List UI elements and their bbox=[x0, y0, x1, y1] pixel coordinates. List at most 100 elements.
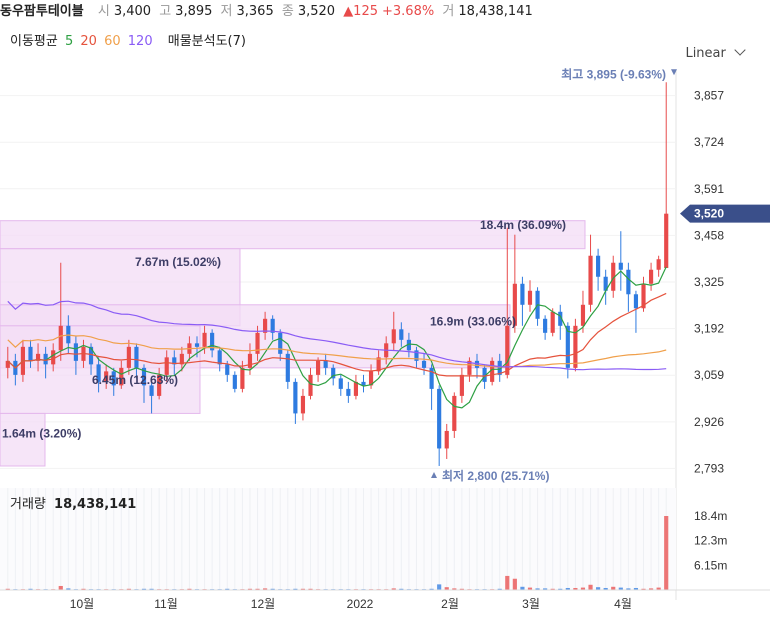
candle-body bbox=[580, 304, 586, 326]
volume-bar bbox=[580, 587, 586, 590]
candle-body bbox=[240, 367, 245, 389]
candle-body bbox=[96, 364, 101, 382]
volume-profile-label: 7.67m (15.02%) bbox=[135, 255, 221, 269]
up-triangle-icon bbox=[431, 471, 437, 478]
volume-bar bbox=[596, 587, 601, 590]
volume-tick-label: 12.3m bbox=[694, 534, 727, 548]
candle-body bbox=[565, 325, 570, 368]
candle-body bbox=[111, 371, 116, 386]
open-label: 시 bbox=[97, 4, 110, 19]
candle-body bbox=[573, 325, 578, 368]
candle-body bbox=[512, 283, 517, 326]
candle-body bbox=[414, 350, 419, 361]
ma-20[interactable]: 20 bbox=[80, 34, 97, 49]
candle-body bbox=[543, 318, 548, 333]
candle-body bbox=[255, 332, 260, 354]
candle-body bbox=[119, 367, 124, 386]
candle-body bbox=[28, 346, 33, 361]
candle-body bbox=[179, 353, 184, 365]
candle-body bbox=[263, 318, 268, 333]
candle-body bbox=[611, 262, 616, 291]
candle-body bbox=[210, 332, 215, 351]
volume-bar bbox=[255, 588, 260, 590]
volume-bar bbox=[293, 588, 298, 590]
candle-body bbox=[323, 360, 328, 368]
volume-bar bbox=[247, 588, 253, 590]
volume-bar bbox=[452, 588, 457, 590]
candle-body bbox=[406, 339, 411, 351]
volume-bar bbox=[141, 588, 147, 590]
candle-body bbox=[247, 353, 253, 368]
volume-bar bbox=[626, 588, 631, 590]
ma-5[interactable]: 5 bbox=[64, 34, 74, 49]
x-tick-label: 11월 bbox=[154, 597, 178, 611]
candle-body bbox=[300, 395, 306, 414]
open-value: 3,400 bbox=[113, 4, 152, 19]
volume-bar bbox=[558, 588, 563, 590]
volume-bar bbox=[28, 588, 33, 590]
candle-body bbox=[194, 343, 200, 347]
volume-bar bbox=[611, 586, 616, 590]
scale-select[interactable]: Linear bbox=[685, 44, 746, 61]
stock-name[interactable]: 동우팜투테이블 bbox=[0, 4, 84, 19]
scale-label: Linear bbox=[685, 46, 726, 61]
candle-body bbox=[633, 294, 639, 309]
volume-profile-label: 18.4m (36.09%) bbox=[480, 218, 566, 232]
change-value: ▲125 bbox=[343, 4, 378, 19]
volume-value: 18,438,141 bbox=[458, 4, 533, 19]
candle-body bbox=[225, 364, 230, 375]
y-tick-label: 3,192 bbox=[694, 322, 724, 336]
candle-body bbox=[104, 371, 109, 382]
volume-bar bbox=[641, 588, 646, 590]
candle-body bbox=[482, 367, 487, 382]
candle-body bbox=[429, 367, 434, 389]
volume-bar bbox=[66, 588, 71, 590]
y-tick-label: 3,724 bbox=[694, 135, 724, 149]
down-triangle-icon bbox=[671, 69, 677, 76]
ma-60[interactable]: 60 bbox=[104, 34, 121, 49]
candle-body bbox=[399, 329, 404, 340]
candle-body bbox=[459, 374, 464, 396]
volume-tick-label: 6.15m bbox=[694, 558, 727, 572]
y-tick-label: 2,926 bbox=[694, 415, 724, 429]
candle-body bbox=[490, 360, 495, 382]
volume-bar bbox=[81, 588, 86, 590]
candle-body bbox=[172, 357, 177, 365]
volume-bar bbox=[391, 588, 396, 590]
volume-title-label: 거래량 bbox=[10, 497, 46, 512]
volume-tick-label: 18.4m bbox=[694, 509, 727, 523]
ma-20-line bbox=[7, 292, 667, 377]
volume-bar bbox=[505, 575, 510, 590]
volume-profile-label[interactable]: 매물분석도(7) bbox=[167, 34, 246, 49]
candle-body bbox=[149, 385, 154, 396]
candle-body bbox=[73, 343, 78, 361]
ma-5-line bbox=[7, 266, 667, 409]
high-value: 3,895 bbox=[175, 4, 213, 19]
volume-bar bbox=[618, 587, 623, 590]
candle-body bbox=[308, 374, 313, 396]
low-label: 저 bbox=[220, 4, 233, 19]
ma-label[interactable]: 이동평균 bbox=[10, 34, 58, 49]
volume-profile-label: 16.9m (33.06%) bbox=[430, 315, 516, 329]
min-price-marker: 최저 2,800 (25.71%) bbox=[442, 468, 549, 483]
volume-panel bbox=[0, 488, 676, 590]
ma-60-line bbox=[7, 334, 667, 368]
candle-body bbox=[88, 346, 94, 365]
volume-bar bbox=[5, 588, 10, 590]
volume-bar bbox=[633, 587, 639, 590]
candle-body bbox=[664, 213, 669, 268]
volume-bar bbox=[187, 588, 192, 590]
candle-body bbox=[126, 346, 131, 368]
candle-body bbox=[376, 357, 381, 372]
y-tick-label: 3,591 bbox=[694, 182, 724, 196]
current-price-label: 3,520 bbox=[694, 207, 724, 221]
volume-profile-label: 1.64m (3.20%) bbox=[2, 427, 81, 441]
candle-body bbox=[43, 353, 48, 365]
volume-bar bbox=[535, 588, 540, 590]
volume-bar bbox=[263, 588, 268, 590]
volume-title-value: 18,438,141 bbox=[54, 497, 137, 512]
volume-bar bbox=[565, 587, 570, 590]
ma-120[interactable]: 120 bbox=[127, 34, 153, 49]
candle-body bbox=[157, 374, 162, 396]
